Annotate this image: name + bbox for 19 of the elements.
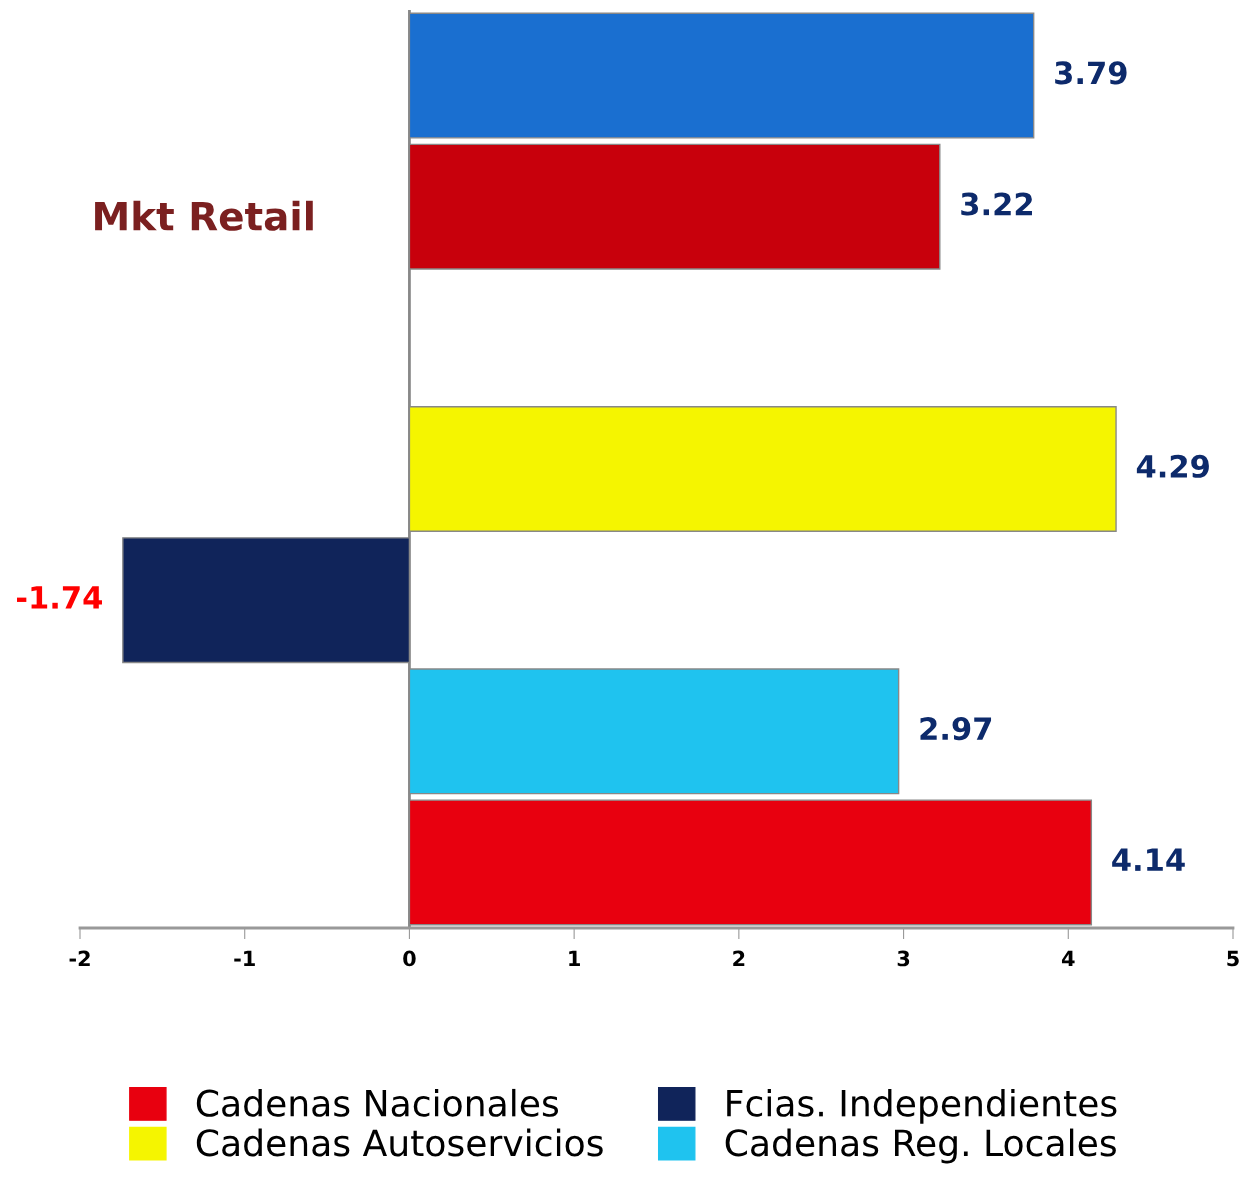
data-label: 2.97 xyxy=(920,717,992,741)
data-label: -1.74 xyxy=(16,586,102,609)
x-tick-label: 0 xyxy=(403,950,416,967)
x-tick-label: 3 xyxy=(897,950,910,967)
x-tick-label: 2 xyxy=(733,950,745,967)
data-label: 3.79 xyxy=(1055,61,1127,85)
legend-label: Cadenas Nacionales xyxy=(196,1088,559,1117)
x-tick-label: -2 xyxy=(69,950,90,967)
x-tick-label: -1 xyxy=(234,950,255,967)
legend-label: Cadenas Autoservicios xyxy=(196,1128,603,1157)
data-label: 3.22 xyxy=(961,192,1032,216)
x-tick-label: 4 xyxy=(1061,950,1075,967)
data-label: 4.14 xyxy=(1112,848,1185,871)
x-tick-label: 5 xyxy=(1227,950,1239,967)
text: Mkt Retail xyxy=(95,200,313,231)
legend-label: Cadenas Reg. Locales xyxy=(725,1128,1116,1164)
legend-label: Fcias. Independientes xyxy=(727,1088,1117,1124)
x-tick-label: 1 xyxy=(569,950,580,967)
data-label: 4.29 xyxy=(1136,454,1209,478)
